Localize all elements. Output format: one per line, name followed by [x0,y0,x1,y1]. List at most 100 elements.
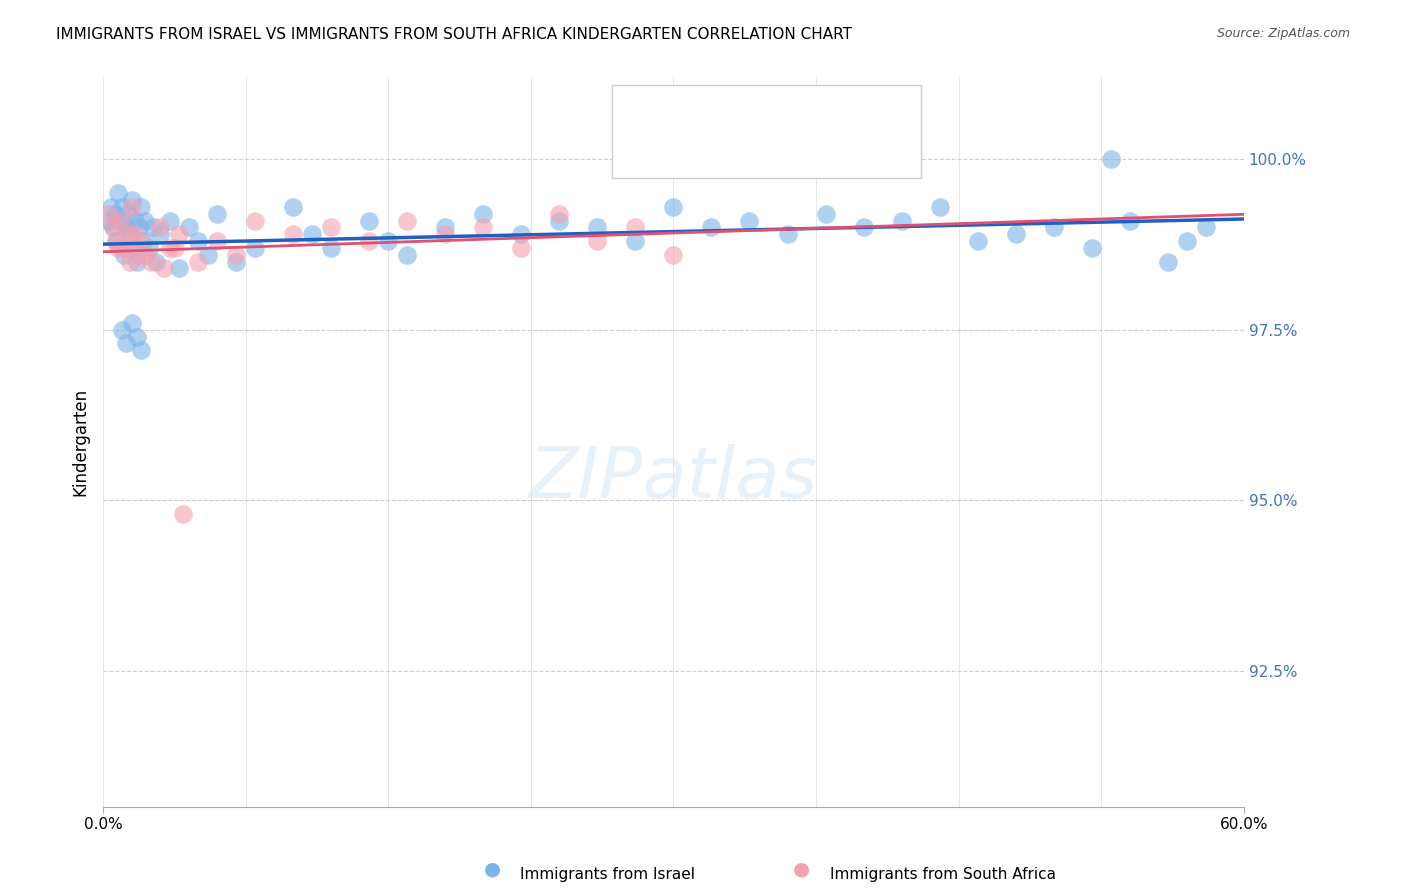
Point [172,507,194,521]
Point [107,241,129,255]
Point [205,207,228,221]
Y-axis label: Kindergarten: Kindergarten [72,388,89,496]
Text: ZIPatlas: ZIPatlas [529,444,818,513]
Point [111,200,134,214]
Point [586,234,609,248]
Text: Source: ZipAtlas.com: Source: ZipAtlas.com [1216,27,1350,40]
Point [301,227,323,242]
Point [852,220,875,235]
Point [1175,234,1198,248]
Point [117,207,139,221]
Text: Immigrants from South Africa: Immigrants from South Africa [830,867,1056,881]
Point [187,234,209,248]
Point [112,241,135,255]
Point [167,261,190,276]
Point [127,329,149,343]
Point [107,186,129,201]
Point [245,213,267,227]
Point [145,254,167,268]
Point [101,220,124,235]
Point [510,241,533,255]
Point [100,200,122,214]
Point [115,220,138,235]
Point [111,323,134,337]
Point [124,213,146,227]
Point [118,227,141,242]
Point [1195,220,1218,235]
Point [122,241,145,255]
Point [127,248,149,262]
Point [105,234,128,248]
Point [434,220,457,235]
Point [225,254,247,268]
Point [814,207,837,221]
Point [122,227,145,242]
Point [138,241,160,255]
Text: IMMIGRANTS FROM ISRAEL VS IMMIGRANTS FROM SOUTH AFRICA KINDERGARTEN CORRELATION : IMMIGRANTS FROM ISRAEL VS IMMIGRANTS FRO… [56,27,852,42]
Point [1157,254,1180,268]
Point [165,241,187,255]
Point [167,227,190,242]
Point [548,213,571,227]
Point [149,227,172,242]
Point [149,220,172,235]
Point [115,241,138,255]
Point [359,213,381,227]
Point [121,200,143,214]
Point [283,200,305,214]
Point [396,213,419,227]
Point [142,220,165,235]
Point [928,200,950,214]
Point [118,254,141,268]
Point [434,227,457,242]
Point [890,213,912,227]
Point [1099,153,1122,167]
Point [586,220,609,235]
Point [205,234,228,248]
Point [245,241,267,255]
Point [134,213,156,227]
Text: ●: ● [793,859,810,878]
Point [159,213,181,227]
Point [115,336,138,351]
Point [121,193,143,207]
Point [1042,220,1064,235]
Point [359,234,381,248]
Point [510,227,533,242]
Point [129,200,152,214]
Point [776,227,799,242]
Text: ●: ● [484,859,501,878]
Point [662,248,685,262]
Point [177,220,200,235]
Point [132,234,155,248]
Point [129,234,152,248]
Point [377,234,399,248]
Legend:   R = 0.490    N = 66,   R = 0.320    N = 36: R = 0.490 N = 66, R = 0.320 N = 36 [665,107,868,156]
Point [153,261,176,276]
Point [321,220,343,235]
Point [134,248,156,262]
Point [117,227,139,242]
Point [110,213,132,227]
Point [187,254,209,268]
Point [700,220,723,235]
Point [128,220,150,235]
Point [112,248,135,262]
Point [225,248,247,262]
Point [548,207,571,221]
Point [110,213,132,227]
Point [966,234,988,248]
Point [1004,227,1026,242]
Point [321,241,343,255]
Point [283,227,305,242]
Point [624,234,647,248]
Point [1118,213,1140,227]
Point [97,213,120,227]
Point [662,200,685,214]
Point [103,207,125,221]
Point [139,254,162,268]
Point [129,343,152,358]
Point [624,220,647,235]
Point [101,220,124,235]
Point [127,254,149,268]
